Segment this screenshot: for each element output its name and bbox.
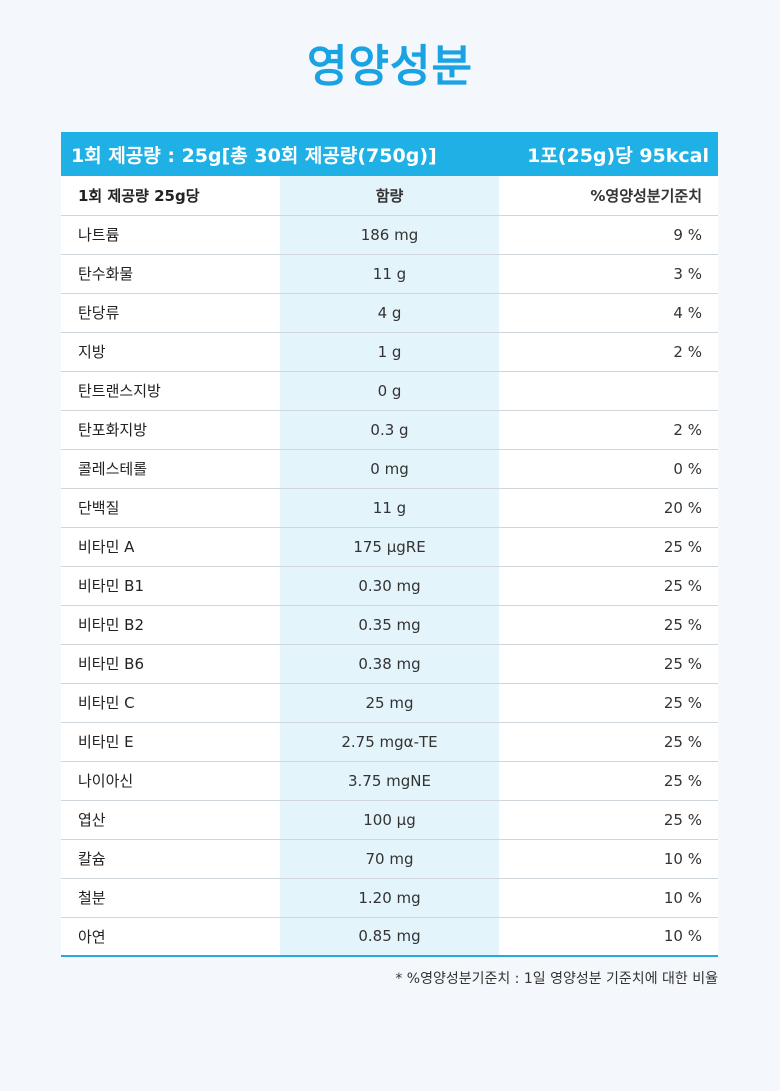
nutrient-amount: 175 μgRE xyxy=(280,527,499,567)
table-row: 콜레스테롤 0 mg 0 % xyxy=(61,449,718,489)
nutrient-name: 칼슘 xyxy=(61,839,280,879)
nutrient-percent: 9 % xyxy=(499,215,718,255)
table-row: 비타민 C 25 mg 25 % xyxy=(61,683,718,723)
serving-header-bar: 1회 제공량 : 25g[총 30회 제공량(750g)] 1포(25g)당 9… xyxy=(61,132,718,176)
table-row: 탄트랜스지방 0 g xyxy=(61,371,718,411)
nutrient-name: 비타민 A xyxy=(61,527,280,567)
table-row: 칼슘 70 mg 10 % xyxy=(61,839,718,879)
nutrient-amount: 25 mg xyxy=(280,683,499,723)
nutrient-amount: 3.75 mgNE xyxy=(280,761,499,801)
nutrient-percent: 2 % xyxy=(499,332,718,372)
nutrient-table: 1회 제공량 25g당 함량 %영양성분기준치 나트륨 186 mg 9 % 탄수화물… xyxy=(61,176,718,957)
nutrient-name: 탄트랜스지방 xyxy=(61,371,280,411)
nutrient-name: 비타민 C xyxy=(61,683,280,723)
nutrient-amount: 0.85 mg xyxy=(280,917,499,956)
nutrient-name: 비타민 B6 xyxy=(61,644,280,684)
nutrient-amount: 11 g xyxy=(280,488,499,528)
column-header-percent: %영양성분기준치 xyxy=(499,176,718,216)
nutrition-table: 1회 제공량 : 25g[총 30회 제공량(750g)] 1포(25g)당 9… xyxy=(61,132,718,957)
nutrient-amount: 100 μg xyxy=(280,800,499,840)
nutrient-percent: 25 % xyxy=(499,644,718,684)
table-row: 비타민 A 175 μgRE 25 % xyxy=(61,527,718,567)
nutrient-amount: 0.3 g xyxy=(280,410,499,450)
nutrient-name: 엽산 xyxy=(61,800,280,840)
table-row: 아연 0.85 mg 10 % xyxy=(61,917,718,956)
nutrient-percent: 10 % xyxy=(663,927,702,946)
serving-size-text: 1회 제공량 : 25g[총 30회 제공량(750g)] xyxy=(71,144,437,167)
page-title: 영양성분 xyxy=(307,41,473,92)
nutrient-amount: 11 g xyxy=(280,254,499,294)
nutrient-percent: 25 % xyxy=(499,722,718,762)
table-row: 나트륨 186 mg 9 % xyxy=(61,215,718,255)
nutrient-percent xyxy=(499,371,718,411)
footnote: * %영양성분기준치 : 1일 영양성분 기준치에 대한 비율 xyxy=(395,971,718,987)
nutrient-percent: 25 % xyxy=(499,683,718,723)
nutrient-percent: 25 % xyxy=(499,566,718,606)
nutrient-amount: 1.20 mg xyxy=(280,878,499,918)
table-row: 비타민 E 2.75 mgα-TE 25 % xyxy=(61,722,718,762)
nutrient-percent: 0 % xyxy=(499,449,718,489)
nutrient-name: 탄당류 xyxy=(61,293,280,333)
table-row: 비타민 B2 0.35 mg 25 % xyxy=(61,605,718,645)
nutrient-name: 단백질 xyxy=(61,488,280,528)
nutrient-name: 비타민 E xyxy=(61,722,280,762)
column-header-amount: 함량 xyxy=(280,176,499,216)
nutrient-percent: 10 % xyxy=(499,878,718,918)
table-row: 철분 1.20 mg 10 % xyxy=(61,878,718,918)
nutrient-amount: 1 g xyxy=(280,332,499,372)
nutrient-percent: 25 % xyxy=(499,605,718,645)
calories-text: 1포(25g)당 95kcal xyxy=(527,144,709,167)
nutrient-name: 아연 xyxy=(78,927,106,946)
nutrient-amount: 2.75 mgα-TE xyxy=(280,722,499,762)
nutrient-amount: 0.35 mg xyxy=(280,605,499,645)
nutrient-amount: 70 mg xyxy=(280,839,499,879)
nutrient-name: 나트륨 xyxy=(61,215,280,255)
nutrient-name: 나이아신 xyxy=(61,761,280,801)
nutrient-name: 콜레스테롤 xyxy=(61,449,280,489)
nutrient-name: 철분 xyxy=(61,878,280,918)
nutrient-percent: 3 % xyxy=(499,254,718,294)
table-row: 엽산 100 μg 25 % xyxy=(61,800,718,840)
nutrient-percent: 10 % xyxy=(499,839,718,879)
nutrient-percent: 25 % xyxy=(499,800,718,840)
table-row: 단백질 11 g 20 % xyxy=(61,488,718,528)
nutrient-percent: 4 % xyxy=(499,293,718,333)
nutrient-percent: 25 % xyxy=(499,761,718,801)
nutrient-name: 탄포화지방 xyxy=(61,410,280,450)
nutrient-name: 비타민 B2 xyxy=(61,605,280,645)
column-header-row: 1회 제공량 25g당 함량 %영양성분기준치 xyxy=(61,176,718,216)
nutrient-amount: 0 mg xyxy=(280,449,499,489)
nutrient-name: 지방 xyxy=(61,332,280,372)
nutrient-amount: 186 mg xyxy=(280,215,499,255)
nutrient-percent: 2 % xyxy=(499,410,718,450)
nutrient-amount: 4 g xyxy=(280,293,499,333)
nutrient-percent: 20 % xyxy=(499,488,718,528)
nutrient-percent: 25 % xyxy=(499,527,718,567)
nutrient-amount: 0 g xyxy=(280,371,499,411)
nutrient-name: 비타민 B1 xyxy=(61,566,280,606)
table-row: 나이아신 3.75 mgNE 25 % xyxy=(61,761,718,801)
table-row: 비타민 B6 0.38 mg 25 % xyxy=(61,644,718,684)
column-header-name: 1회 제공량 25g당 xyxy=(61,176,280,216)
nutrient-amount: 0.38 mg xyxy=(280,644,499,684)
nutrient-amount: 0.30 mg xyxy=(280,566,499,606)
table-row: 비타민 B1 0.30 mg 25 % xyxy=(61,566,718,606)
nutrient-name: 탄수화물 xyxy=(61,254,280,294)
